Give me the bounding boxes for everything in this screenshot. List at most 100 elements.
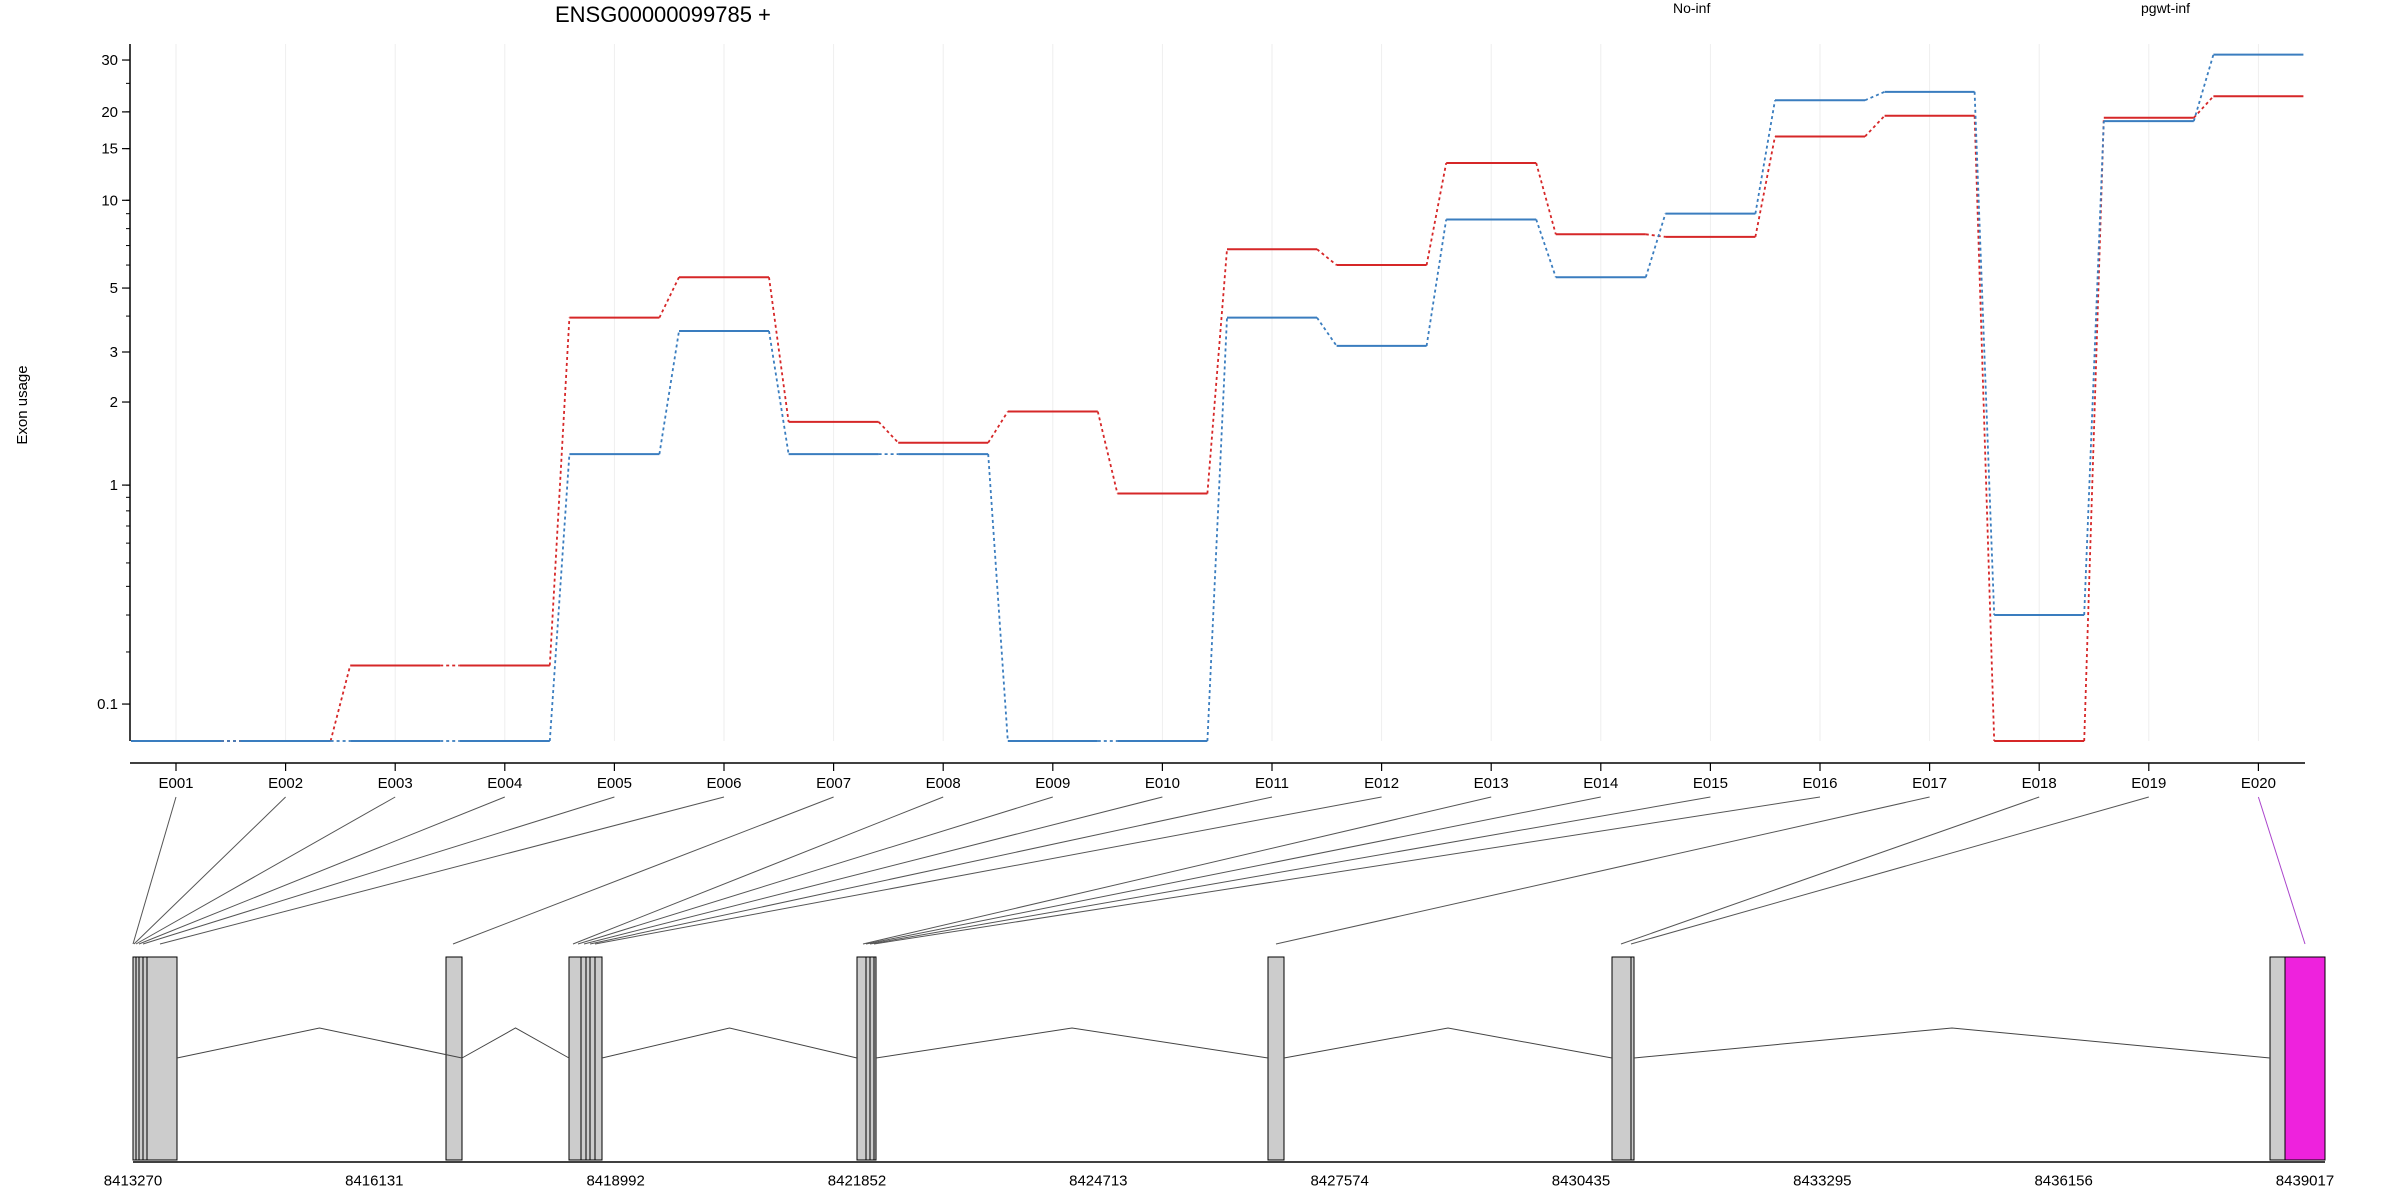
exon-connector: [594, 796, 1382, 945]
genomic-tick-label: 8413270: [104, 1172, 162, 1189]
series-connector: [1425, 219, 1448, 347]
intron-line: [875, 1027, 1269, 1059]
exon-connector: [138, 796, 505, 945]
x-tick-label: E002: [268, 775, 303, 792]
x-tick-label: E012: [1364, 775, 1399, 792]
x-tick-label: E018: [2022, 775, 2057, 792]
grid-lines: [175, 44, 2259, 741]
exon-connector: [583, 796, 1163, 945]
series-connector: [1316, 248, 1338, 266]
x-tick-label: E017: [1912, 775, 1947, 792]
exon-connector: [865, 796, 1601, 945]
exon-connector: [1275, 796, 1930, 945]
y-tick-label: 2: [110, 394, 118, 411]
exon-connector: [873, 796, 1821, 945]
exon-connector: [133, 796, 286, 945]
y-tick-label: 0.1: [97, 696, 118, 713]
series-connector: [548, 317, 571, 666]
exon-connectors: [132, 796, 2306, 945]
series-connector: [1206, 249, 1228, 494]
exon-block: [132, 956, 178, 1161]
series-connector: [1754, 136, 1776, 237]
y-axis-label: Exon usage: [14, 365, 31, 444]
exon-connector: [1620, 796, 2040, 945]
y-tick-label: 1: [110, 477, 118, 494]
x-tick-label: E016: [1802, 775, 1837, 792]
x-tick-label: E020: [2241, 775, 2276, 792]
series-connector: [658, 330, 680, 455]
exon-highlight: [2284, 956, 2326, 1161]
exon-connector: [1630, 796, 2149, 945]
series-connector: [768, 330, 790, 455]
series-connector: [2193, 95, 2215, 119]
genomic-axis: 8413270 8416131 8418992 8421852 8424713 84275…: [104, 1161, 2334, 1189]
x-tick-label: E004: [487, 775, 522, 792]
series-connector: [1864, 115, 1886, 138]
series-connector: [1864, 90, 1885, 102]
series-connector: [329, 665, 352, 742]
exon-connector: [159, 796, 725, 945]
chart-title: ENSG00000099785 +: [555, 2, 771, 27]
x-tick-label: E007: [816, 775, 851, 792]
series-connector: [1644, 213, 1667, 278]
genomic-tick-label: 8430435: [1552, 1172, 1610, 1189]
exon-connector: [862, 796, 1492, 945]
exon-block: [445, 956, 463, 1161]
x-tick-label: E003: [378, 775, 413, 792]
legend-no-inf: No-inf: [1673, 0, 1710, 16]
genomic-tick-label: 8439017: [2276, 1172, 2334, 1189]
x-tick-label: E013: [1474, 775, 1509, 792]
exon-connector: [572, 796, 944, 945]
genomic-tick-label: 8424713: [1069, 1172, 1127, 1189]
series-connector: [1425, 162, 1448, 266]
x-tick-label: E009: [1035, 775, 1070, 792]
exon-connector: [452, 796, 834, 945]
genomic-tick-label: 8427574: [1310, 1172, 1368, 1189]
series-connector: [877, 421, 899, 444]
series-connector: [1535, 162, 1557, 235]
intron-line: [1283, 1027, 1613, 1059]
gene-model: [132, 956, 2326, 1161]
series-connector: [987, 454, 1009, 742]
series-connector: [1535, 219, 1557, 278]
exon-connector: [135, 796, 396, 945]
genomic-tick-label: 8421852: [828, 1172, 886, 1189]
exon-connector: [577, 796, 1053, 945]
series-connector: [1316, 317, 1338, 347]
series-connector: [2192, 54, 2215, 122]
genomic-tick-label: 8436156: [2034, 1172, 2092, 1189]
y-tick-label: 10: [101, 192, 118, 209]
series-connector: [2083, 121, 2105, 616]
intron-line: [601, 1027, 858, 1059]
x-tick-label: E006: [706, 775, 741, 792]
series-connector: [2083, 117, 2105, 742]
x-tick-label: E001: [158, 775, 193, 792]
y-tick-label: 15: [101, 141, 118, 158]
x-tick-label: E011: [1255, 775, 1289, 792]
y-tick-label: 3: [110, 344, 118, 361]
series-connector: [658, 276, 680, 319]
series-connector: [1973, 91, 1996, 616]
y-tick-label: 5: [110, 280, 118, 297]
series-connector: [1754, 100, 1776, 214]
intron-line: [1633, 1027, 2271, 1059]
series-lines: [131, 53, 2304, 742]
x-tick-label: E014: [1583, 775, 1618, 792]
series-connector: [1645, 233, 1666, 238]
series-connector: [1206, 317, 1228, 742]
exon-connector: [2257, 796, 2306, 945]
x-tick-label: E019: [2131, 775, 2166, 792]
genomic-tick-label: 8416131: [345, 1172, 403, 1189]
x-axis: E001 E002 E003 E004 E005 E006 E007 E008 E009 E010…: [130, 762, 2305, 792]
y-axis: 0.1 1 2 3 5 10 15 20 30: [97, 44, 131, 741]
x-tick-label: E008: [926, 775, 961, 792]
series-connector: [1096, 411, 1119, 494]
exon-block: [2269, 956, 2286, 1161]
y-tick-label: 20: [101, 104, 118, 121]
intron-line: [461, 1027, 570, 1059]
series-connector: [987, 411, 1009, 444]
genomic-tick-label: 8433295: [1793, 1172, 1851, 1189]
intron-line: [176, 1027, 463, 1059]
y-tick-label: 30: [101, 52, 118, 69]
